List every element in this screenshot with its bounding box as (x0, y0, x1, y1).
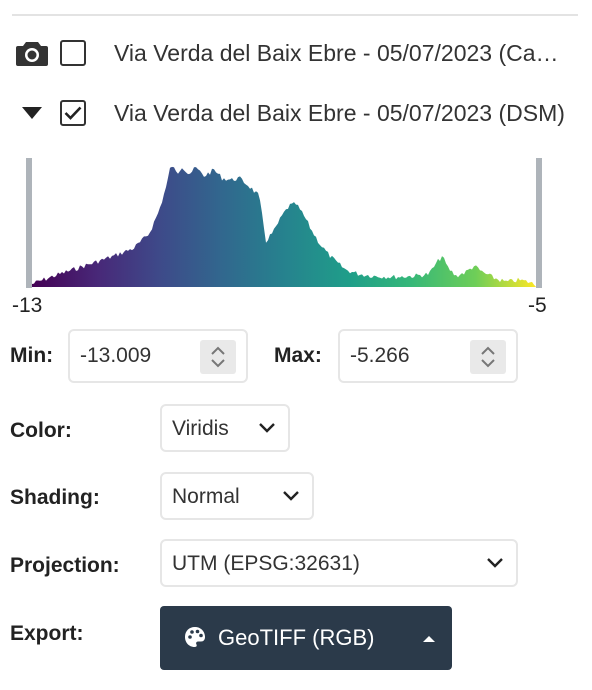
checkmark-icon (64, 106, 82, 120)
projection-label: Projection: (10, 554, 120, 577)
histogram-max-handle[interactable] (536, 158, 542, 288)
histogram-max-label: -5 (528, 294, 547, 317)
layer-row-camera[interactable]: Via Verda del Baix Ebre - 05/07/2023 (Ca… (14, 36, 574, 70)
export-geotiff-button[interactable]: GeoTIFF (RGB) (160, 606, 452, 670)
shading-label: Shading: (10, 486, 100, 509)
color-select[interactable]: Viridis (160, 404, 290, 452)
histogram-area (32, 166, 536, 287)
min-value[interactable]: -13.009 (80, 344, 152, 367)
projection-select[interactable]: UTM (EPSG:32631) (160, 539, 518, 587)
layer-label[interactable]: Via Verda del Baix Ebre - 05/07/2023 (Ca… (114, 39, 574, 66)
caret-up-icon[interactable] (422, 635, 436, 643)
max-value[interactable]: -5.266 (350, 344, 410, 367)
chevron-down-icon[interactable] (486, 557, 504, 569)
chevron-down-icon[interactable] (282, 490, 300, 502)
caret-down-icon[interactable] (14, 98, 50, 128)
histogram-chart[interactable] (24, 156, 544, 290)
chevron-down-icon[interactable] (258, 422, 276, 434)
max-input[interactable]: -5.266 (338, 329, 518, 383)
shading-select-value[interactable]: Normal (172, 485, 240, 508)
palette-icon (185, 627, 205, 647)
max-spinner[interactable] (470, 340, 506, 374)
layer-checkbox-dsm[interactable] (60, 100, 86, 126)
layer-row-dsm[interactable]: Via Verda del Baix Ebre - 05/07/2023 (DS… (14, 96, 574, 130)
histogram-min-label: -13 (12, 294, 43, 317)
shading-select[interactable]: Normal (160, 472, 314, 520)
min-label: Min: (10, 344, 54, 367)
export-label: Export: (10, 622, 84, 645)
min-input[interactable]: -13.009 (68, 329, 248, 383)
top-divider (12, 14, 578, 16)
spinner-arrows-icon[interactable] (470, 340, 506, 374)
min-spinner[interactable] (200, 340, 236, 374)
layer-label[interactable]: Via Verda del Baix Ebre - 05/07/2023 (DS… (114, 99, 565, 126)
layer-checkbox-camera[interactable] (60, 40, 86, 66)
spinner-arrows-icon[interactable] (200, 340, 236, 374)
color-select-value[interactable]: Viridis (172, 417, 229, 440)
histogram-min-handle[interactable] (26, 158, 32, 288)
camera-icon[interactable] (14, 38, 50, 68)
max-label: Max: (274, 344, 322, 367)
color-label: Color: (10, 419, 72, 442)
export-button-label: GeoTIFF (RGB) (218, 625, 375, 650)
projection-select-value[interactable]: UTM (EPSG:32631) (172, 552, 360, 575)
